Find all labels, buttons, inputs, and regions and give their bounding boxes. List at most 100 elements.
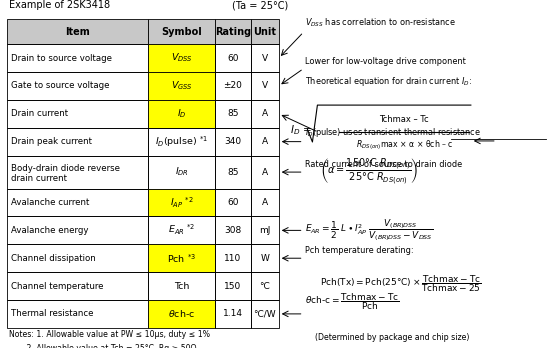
Bar [148, 300, 215, 328]
Bar [148, 100, 215, 128]
Text: V: V [262, 81, 268, 90]
Text: 85: 85 [227, 109, 238, 118]
Text: 2. Allowable value at Tch = 25°C, Rg ≥ 50Ω: 2. Allowable value at Tch = 25°C, Rg ≥ 5… [9, 344, 197, 348]
Bar [7, 300, 148, 328]
Bar [7, 189, 148, 216]
Bar [7, 128, 148, 156]
Text: 60: 60 [227, 198, 238, 207]
Text: Lower for low-voltage drive component: Lower for low-voltage drive component [305, 57, 465, 66]
Bar [7, 100, 148, 128]
Bar [7, 19, 148, 44]
Text: Drain to source voltage: Drain to source voltage [11, 54, 112, 63]
Text: Drain peak current: Drain peak current [11, 137, 92, 146]
Bar [251, 189, 279, 216]
Text: Drain current: Drain current [11, 109, 68, 118]
Bar [148, 44, 215, 72]
Text: Symbol: Symbol [161, 27, 202, 37]
Text: 340: 340 [224, 137, 242, 146]
Text: Thermal resistance: Thermal resistance [11, 309, 93, 318]
Text: $I_D$: $I_D$ [177, 108, 187, 120]
Text: Channel dissipation: Channel dissipation [11, 254, 96, 263]
Text: 60: 60 [227, 54, 238, 63]
Text: $I_D$ =: $I_D$ = [290, 124, 312, 137]
Text: Item: Item [65, 27, 89, 37]
Bar [7, 272, 148, 300]
Bar [148, 272, 215, 300]
Bar [215, 189, 251, 216]
Text: Pch $^{*3}$: Pch $^{*3}$ [167, 252, 196, 264]
Text: $V_{GSS}$: $V_{GSS}$ [171, 80, 193, 92]
Bar [215, 272, 251, 300]
Text: $E_{AR}$ $^{*2}$: $E_{AR}$ $^{*2}$ [168, 223, 195, 237]
Text: $R_{DS(on)}$max × α × θch – c: $R_{DS(on)}$max × α × θch – c [355, 139, 453, 152]
Text: (Ta = 25°C): (Ta = 25°C) [232, 0, 288, 10]
Text: Example of 2SK3418: Example of 2SK3418 [9, 0, 110, 10]
Text: 110: 110 [224, 254, 242, 263]
Bar [215, 300, 251, 328]
Bar [215, 19, 251, 44]
Text: Gate to source voltage: Gate to source voltage [11, 81, 109, 90]
Bar [148, 156, 215, 189]
Bar [148, 19, 215, 44]
Text: 308: 308 [224, 226, 242, 235]
Bar [251, 272, 279, 300]
Text: A: A [262, 198, 268, 207]
Text: °C: °C [259, 282, 270, 291]
Bar [251, 44, 279, 72]
Bar [215, 100, 251, 128]
Text: mJ: mJ [259, 226, 270, 235]
Text: $\mathrm{Pch(Tx) = Pch(25°C) \times \dfrac{Tchmax - Tc}{Tchmax - 25}}$: $\mathrm{Pch(Tx) = Pch(25°C) \times \dfr… [320, 273, 482, 294]
Text: W: W [260, 254, 269, 263]
Bar [148, 189, 215, 216]
Bar [7, 244, 148, 272]
Bar [7, 216, 148, 244]
Text: $E_{AR} = \dfrac{1}{2}\ L \bullet I_{AP}^{2}\ \dfrac{V_{(BR)DSS}}{V_{(BR)DSS}-V_: $E_{AR} = \dfrac{1}{2}\ L \bullet I_{AP}… [305, 218, 433, 243]
Bar [7, 44, 148, 72]
Text: $I_{DR}$: $I_{DR}$ [174, 166, 189, 178]
Text: $V_{DSS}$ has correlation to on-resistance: $V_{DSS}$ has correlation to on-resistan… [305, 17, 455, 29]
Bar [251, 156, 279, 189]
Text: Channel temperature: Channel temperature [11, 282, 104, 291]
Text: Rating: Rating [215, 27, 251, 37]
Bar [215, 44, 251, 72]
Bar [251, 100, 279, 128]
Text: V: V [262, 54, 268, 63]
Bar [215, 244, 251, 272]
Text: °C/W: °C/W [253, 309, 276, 318]
Text: Unit: Unit [253, 27, 276, 37]
Text: 150: 150 [224, 282, 242, 291]
Text: (Determined by package and chip size): (Determined by package and chip size) [315, 333, 469, 342]
Text: Notes: 1. Allowable value at PW ≤ 10μs, duty ≤ 1%: Notes: 1. Allowable value at PW ≤ 10μs, … [9, 330, 210, 339]
Bar [251, 216, 279, 244]
Bar [215, 72, 251, 100]
Bar [148, 128, 215, 156]
Text: Tch: Tch [174, 282, 189, 291]
Text: 85: 85 [227, 168, 238, 176]
Text: Avalanche current: Avalanche current [11, 198, 89, 207]
Text: $I_D$(pulse) uses transient thermal resistance: $I_D$(pulse) uses transient thermal resi… [305, 126, 481, 139]
Bar [148, 244, 215, 272]
Bar [215, 156, 251, 189]
Text: Avalanche energy: Avalanche energy [11, 226, 88, 235]
Text: drain current: drain current [11, 174, 67, 183]
Bar [215, 216, 251, 244]
Bar [251, 300, 279, 328]
Bar [251, 244, 279, 272]
Bar [251, 128, 279, 156]
Text: Rated current of source to drain diode: Rated current of source to drain diode [305, 160, 462, 169]
Bar [251, 72, 279, 100]
Bar [7, 156, 148, 189]
Bar [148, 216, 215, 244]
Text: A: A [262, 137, 268, 146]
Text: Body-drain diode reverse: Body-drain diode reverse [11, 164, 120, 173]
Text: $I_{AP}$ $^{*2}$: $I_{AP}$ $^{*2}$ [170, 196, 193, 209]
Text: $V_{DSS}$: $V_{DSS}$ [171, 52, 193, 64]
Text: $I_D$(pulse) $^{*1}$: $I_D$(pulse) $^{*1}$ [155, 134, 208, 149]
Bar [251, 19, 279, 44]
Text: Tchmax – Tc: Tchmax – Tc [380, 114, 429, 124]
Text: A: A [262, 109, 268, 118]
Text: Theoretical equation for drain current $I_D$:: Theoretical equation for drain current $… [305, 75, 471, 88]
Text: $\theta$ch-c: $\theta$ch-c [168, 308, 195, 319]
Bar [215, 128, 251, 156]
Text: $\theta\mathrm{ch\text{-}c} = \dfrac{\mathrm{Tchmax - Tc}}{\mathrm{Pch}}$: $\theta\mathrm{ch\text{-}c} = \dfrac{\ma… [305, 291, 399, 312]
